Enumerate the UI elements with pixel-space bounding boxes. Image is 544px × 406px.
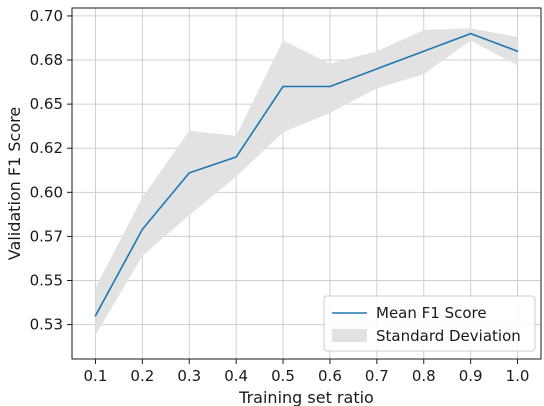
mean-f1-point [235, 156, 237, 158]
x-tick-label: 0.6 [318, 367, 342, 385]
mean-f1-point [188, 172, 191, 174]
x-axis-ticks: 0.1 0.2 0.3 0.4 0.5 0.6 0.7 0.8 0.9 1.0 [84, 359, 530, 385]
x-tick-label: 1.0 [506, 367, 530, 385]
mean-f1-point [94, 314, 97, 317]
x-tick-label: 0.4 [224, 367, 248, 385]
legend-box [323, 295, 536, 352]
legend-label-mean: Mean F1 Score [376, 304, 487, 322]
x-tick-label: 0.8 [412, 367, 436, 385]
x-tick-label: 0.9 [459, 367, 483, 385]
y-axis-label: Validation F1 Score [5, 107, 24, 260]
plot-frame [71, 7, 542, 360]
mean-f1-point [141, 228, 144, 231]
mean-line-layer [94, 32, 519, 317]
y-axis-ticks: 0.53 0.55 0.57 0.60 0.62 0.65 0.68 0.70 [30, 7, 72, 334]
mean-f1-point [329, 85, 331, 88]
y-tick-label: 0.68 [30, 51, 63, 69]
legend-label-std: Standard Deviation [376, 327, 521, 345]
y-tick-label: 0.57 [30, 227, 63, 245]
mean-f1-point [516, 50, 519, 53]
std-deviation-band [95, 28, 518, 336]
y-tick-label: 0.60 [30, 183, 63, 201]
y-tick-label: 0.62 [30, 139, 63, 157]
mean-f1-point [469, 32, 472, 35]
y-tick-label: 0.53 [30, 316, 63, 334]
legend: Mean F1 Score Standard Deviation [323, 295, 536, 352]
x-tick-label: 0.5 [271, 367, 295, 385]
y-tick-label: 0.65 [30, 95, 63, 113]
x-tick-label: 0.3 [177, 367, 201, 385]
y-tick-label: 0.70 [30, 7, 63, 25]
x-axis-label: Training set ratio [238, 388, 374, 406]
y-tick-label: 0.55 [30, 272, 63, 290]
mean-f1-point [282, 85, 284, 88]
legend-swatch-std [332, 329, 367, 342]
mean-f1-line [94, 32, 518, 317]
x-tick-label: 0.2 [130, 367, 154, 385]
x-tick-label: 0.7 [365, 367, 389, 385]
mean-f1-point [422, 50, 425, 53]
std-band-layer [95, 28, 518, 336]
x-tick-label: 0.1 [84, 367, 108, 385]
mean-f1-point [376, 68, 378, 70]
